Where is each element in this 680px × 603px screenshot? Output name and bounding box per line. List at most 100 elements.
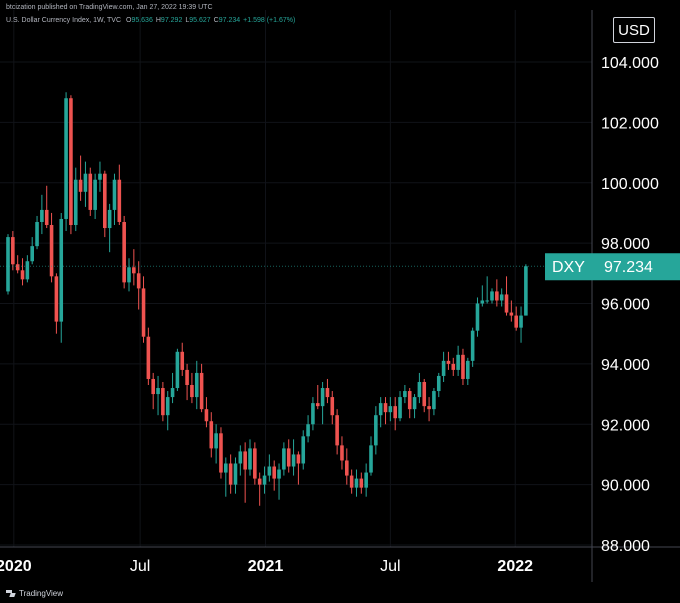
candle-body [25,261,30,280]
tradingview-footer[interactable]: TradingView [6,589,63,598]
candle-body [364,472,368,488]
candle-body [228,463,233,485]
candle-body [456,354,460,370]
y-tick-label: 98.000 [601,236,650,253]
candle-body [301,436,306,464]
y-tick-label: 102.000 [601,115,659,132]
candle-body [320,388,325,407]
dxy-price-tag: DXY 97.234 [545,253,680,281]
ohlc-values: O95.636 H97.292 L95.627 C97.234 +1.598 (+1.6… [123,17,295,24]
candle-body [15,264,20,271]
candle-body [214,433,218,449]
ohlc-label: L [185,17,190,24]
candle-body [412,397,417,410]
candle-body [224,463,228,473]
candle-body [257,478,262,485]
x-tick-label: Jul [380,558,400,575]
candle-body [185,369,189,386]
ohlc-item: C97.234 [214,17,240,24]
candle-body [369,445,373,473]
candle-body [514,315,518,328]
candle-body [296,454,301,464]
x-tick-label: Jul [130,558,150,575]
candle-body [466,360,470,379]
ohlc-value: +1.598 (+1.67%) [243,17,296,24]
price-axis[interactable]: 88.000 90.000 92.000 94.000 96.000 98.000 100.… [601,55,659,555]
candle-body [156,388,160,395]
candle-body [122,221,126,283]
candle-body [422,381,427,407]
candle-body [315,403,320,407]
candle-body [194,372,199,398]
candle-body [219,433,223,473]
candle-body [354,478,359,488]
candle-body [180,351,185,370]
ohlc-item: O95.636 [126,17,153,24]
y-tick-label: 100.000 [601,176,659,193]
candle-body [504,294,509,313]
candle-body [509,312,514,316]
candle-body [286,448,291,467]
y-tick-label: 96.000 [601,297,650,314]
symbol-legend: U.S. Dollar Currency Index, 1W, TVC O95.… [6,17,295,24]
candle-body [311,403,315,425]
candle-body [88,173,93,210]
y-tick-label: 90.000 [601,478,650,495]
candle-body [441,360,446,376]
price-tag-price: 97.234 [604,259,653,276]
y-tick-label: 94.000 [601,357,650,374]
candle-body [151,378,155,395]
publisher-line: btcization published on TradingView.com,… [6,4,213,11]
candle-body [175,351,180,389]
candle-body [233,463,238,485]
candle-body [243,451,247,470]
candle-body [388,406,393,413]
candle-body [330,397,335,416]
candle-body [165,397,170,416]
ohlc-label: O [125,17,132,24]
x-tick-label: 2020 [0,558,32,575]
candle-body [107,209,112,229]
candle-body [519,315,523,328]
candle-body [427,406,431,410]
candle-body [59,218,64,322]
candle-body [83,173,88,192]
candle-body [170,388,175,398]
candle-body [359,478,364,488]
y-tick-label: 92.000 [601,417,650,434]
candle-body [480,300,485,304]
price-tag-box [545,253,680,281]
candle-body [141,288,146,337]
candle-body [436,375,441,392]
candle-body [272,466,276,479]
candle-body [49,225,54,277]
candle-body [383,403,388,413]
candle-body [403,391,407,398]
candle-body [417,381,422,398]
candle-body [132,267,136,274]
candle-body [407,391,412,410]
candle-body [69,98,73,226]
ohlc-item: L95.627 [185,17,210,24]
candle-body [495,291,499,301]
time-axis[interactable]: 2020 Jul 2021 Jul 2022 [0,558,533,575]
candle-body [485,300,489,302]
candle-body [398,397,402,419]
ohlc-value: 95.627 [189,17,211,24]
candle-body [238,451,243,464]
candle-body [44,209,49,226]
candle-body [325,388,330,398]
candle-body [291,454,296,467]
candlestick-series [6,92,528,506]
candle-body [475,303,480,331]
candle-body [161,388,165,416]
candle-body [335,415,339,446]
ohlc-item: +1.598 (+1.67%) [243,17,295,24]
candle-body [267,466,272,476]
candle-body [349,475,354,488]
currency-label[interactable]: USD [613,17,655,43]
chart-grid [0,10,592,547]
candle-body [306,424,310,437]
candle-body [136,273,141,289]
